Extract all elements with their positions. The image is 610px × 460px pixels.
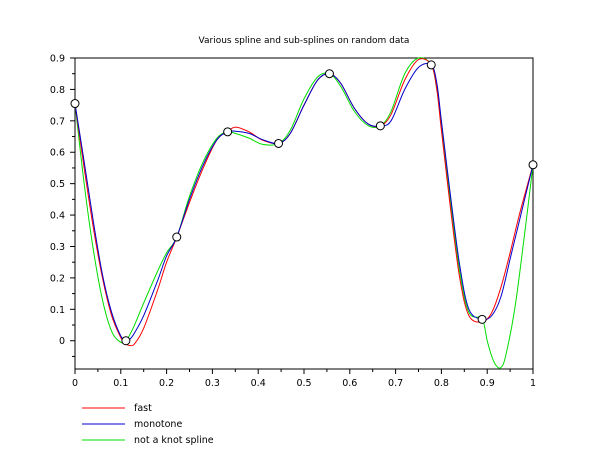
data-point-marker (375, 121, 385, 131)
x-axis: 0 0.1 0.2 0.3 0.4 0.5 0.6 0.7 0.8 0.9 1 (72, 369, 536, 389)
series-line-not-a-knot-spline (74, 57, 534, 369)
x-tick-label: 0 (72, 378, 78, 389)
y-tick-label: 0.9 (50, 54, 65, 65)
legend-label: not a knot spline (134, 435, 214, 446)
y-tick-label: 0.2 (50, 273, 65, 284)
data-point-marker (528, 160, 538, 170)
y-tick-label: 0.7 (50, 116, 65, 127)
y-axis: 0 0.1 0.2 0.3 0.4 0.5 0.6 0.7 0.8 0.9 (50, 54, 75, 357)
x-tick-label: 0.8 (434, 378, 449, 389)
chart-title: Various spline and sub-splines on random… (199, 36, 410, 46)
x-tick-label: 1 (530, 378, 536, 389)
data-markers (70, 60, 538, 346)
data-point-marker (274, 138, 284, 148)
data-point-marker (172, 232, 182, 242)
data-point-marker (324, 69, 334, 79)
x-tick-label: 0.7 (388, 378, 403, 389)
series-line-monotone (74, 62, 534, 342)
y-tick-label: 0 (59, 336, 65, 347)
x-tick-label: 0.4 (251, 378, 266, 389)
data-point-marker (121, 336, 131, 346)
x-tick-label: 0.6 (342, 378, 357, 389)
x-tick-label: 0.9 (480, 378, 495, 389)
data-point-marker (223, 127, 233, 137)
legend: fast monotone not a knot spline (82, 403, 214, 446)
y-tick-label: 0.3 (50, 242, 65, 253)
x-tick-label: 0.1 (113, 378, 128, 389)
y-tick-label: 0.5 (50, 179, 65, 190)
x-tick-label: 0.3 (205, 378, 220, 389)
series-lines (74, 57, 534, 369)
y-tick-label: 0.4 (50, 211, 65, 222)
data-point-marker (477, 314, 487, 324)
y-tick-label: 0.8 (50, 85, 65, 96)
legend-label: fast (134, 403, 152, 414)
data-point-marker (426, 60, 436, 70)
data-point-marker (70, 99, 80, 109)
y-tick-label: 0.6 (50, 148, 65, 159)
legend-label: monotone (134, 419, 182, 430)
x-tick-label: 0.5 (296, 378, 311, 389)
x-tick-label: 0.2 (159, 378, 174, 389)
y-tick-label: 0.1 (50, 305, 65, 316)
